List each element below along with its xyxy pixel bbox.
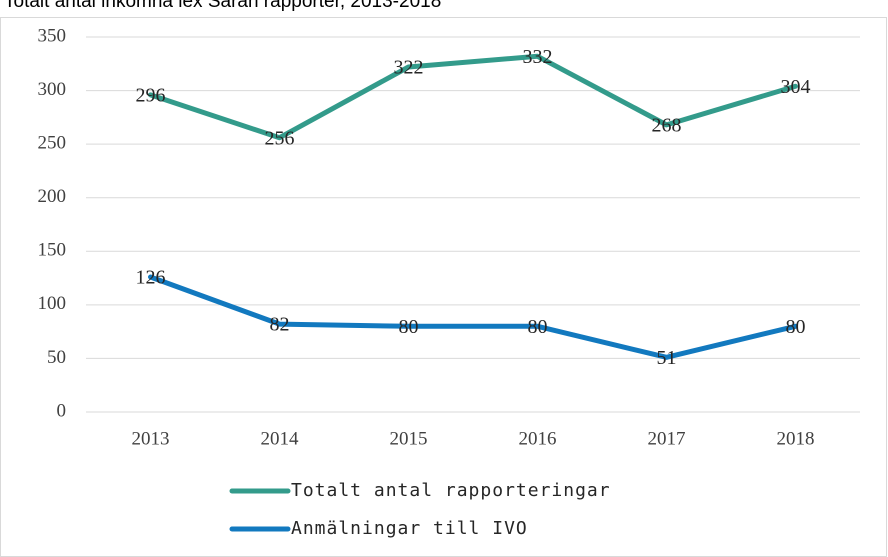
y-tick-label: 150 <box>38 240 67 261</box>
data-label: 332 <box>523 46 553 68</box>
data-label: 322 <box>394 57 424 79</box>
chart-frame <box>0 17 887 557</box>
data-label: 126 <box>136 267 166 289</box>
data-label: 80 <box>786 316 806 338</box>
data-label: 80 <box>528 316 548 338</box>
data-label: 268 <box>652 114 682 136</box>
data-label: 51 <box>657 347 677 369</box>
y-tick-label: 0 <box>57 400 67 421</box>
legend-label: Totalt antal rapporteringar <box>291 480 611 501</box>
y-tick-label: 100 <box>38 293 67 314</box>
x-tick-label: 2018 <box>777 428 815 449</box>
data-label: 82 <box>270 314 290 336</box>
chart-title: Totalt antal inkomna lex Sarah rapporter… <box>4 0 441 12</box>
y-tick-label: 200 <box>38 186 67 207</box>
data-label: 256 <box>265 127 295 149</box>
x-tick-label: 2013 <box>132 428 170 449</box>
data-label: 80 <box>399 316 419 338</box>
x-tick-label: 2017 <box>648 428 686 449</box>
x-tick-label: 2015 <box>390 428 428 449</box>
y-tick-label: 300 <box>38 79 67 100</box>
data-label: 296 <box>136 84 166 106</box>
y-tick-label: 350 <box>38 25 67 46</box>
x-tick-label: 2014 <box>261 428 300 449</box>
series-line <box>148 274 798 360</box>
x-tick-label: 2016 <box>519 428 557 449</box>
y-tick-label: 50 <box>47 347 66 368</box>
data-label: 304 <box>781 76 811 98</box>
y-tick-label: 250 <box>38 133 67 154</box>
series-line <box>148 53 798 141</box>
legend-label: Anmälningar till IVO <box>291 518 528 539</box>
